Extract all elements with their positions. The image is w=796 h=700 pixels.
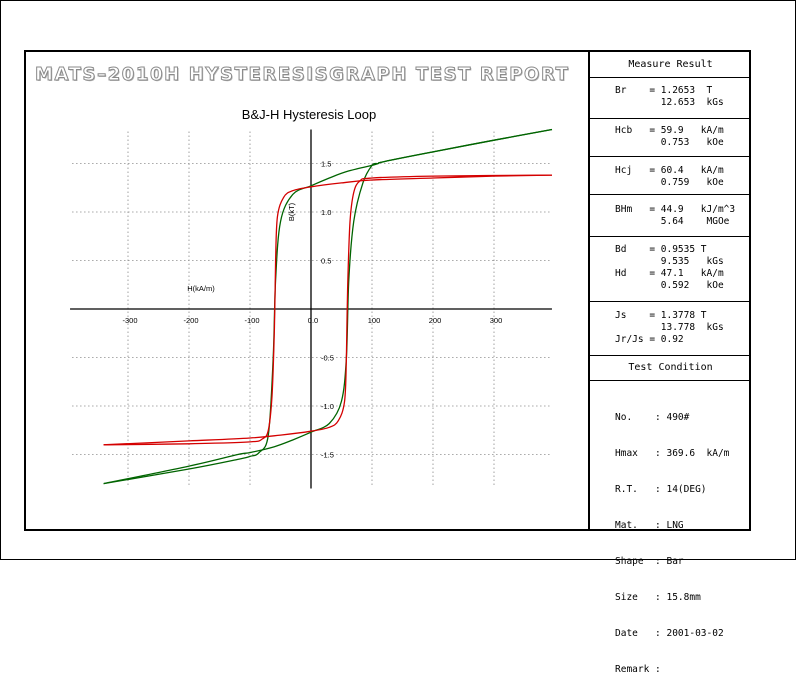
test-condition-header: Test Condition	[628, 362, 713, 373]
y-axis-label: B(kT)	[287, 202, 296, 221]
condition-rt: R.T. : 14(DEG)	[615, 484, 707, 495]
condition-hmax: Hmax : 369.6 kA/m	[615, 448, 730, 459]
report-page: MATS–2010H HYSTERESISGRAPH TEST REPORT B…	[0, 0, 796, 675]
panel-divider-line	[589, 380, 751, 381]
hcb-line-1: Hcb = 59.9 kA/m	[615, 125, 724, 136]
condition-no: No. : 490#	[615, 412, 690, 423]
hcj-line-2: 0.759 kOe	[615, 177, 724, 188]
condition-size: Size : 15.8mm	[615, 592, 701, 603]
bhm-line-1: BHm = 44.9 kJ/m^3	[615, 204, 736, 215]
hcj-block: Hcj = 60.4 kA/m 0.759 kOe	[615, 165, 724, 189]
y-tick-label: 1.5	[321, 160, 331, 169]
report-frame	[24, 50, 751, 531]
js-line-2: 13.778 kGs	[615, 322, 724, 333]
x-tick-label: 0.0	[308, 316, 318, 325]
panel-divider-line	[589, 355, 751, 356]
x-tick-label: 100	[368, 316, 381, 325]
js-line-1: Js = 1.3778 T	[615, 310, 707, 321]
br-block: Br = 1.2653 T 12.653 kGs	[615, 85, 724, 109]
x-axis-label: H(kA/m)	[187, 284, 215, 293]
x-tick-label: -100	[244, 316, 259, 325]
hd-line-2: 0.592 kOe	[615, 280, 724, 291]
y-tick-label: -0.5	[321, 354, 334, 363]
panel-divider-line	[589, 156, 751, 157]
tick-labels: -300 -200 -100 0.0 100 200 300 -1.5 -1.0 -0.5 0.5 1…	[122, 160, 502, 460]
hysteresis-chart: B&J-H Hysteresis Loop -300 -200 -100 0.0 100…	[70, 107, 553, 489]
bd-hd-block: Bd = 0.9535 T 9.535 kGs Hd = 47.1 kA/m 0.…	[615, 244, 724, 292]
panel-divider-line	[589, 194, 751, 195]
b-h-curve-branch-1	[103, 128, 553, 485]
jrjs-line: Jr/Js = 0.92	[615, 334, 684, 345]
j-h-curve-branch-2	[103, 174, 553, 446]
hcb-line-2: 0.753 kOe	[615, 137, 724, 148]
js-block: Js = 1.3778 T 13.778 kGs Jr/Js = 0.92	[615, 310, 724, 346]
chart-title: B&J-H Hysteresis Loop	[242, 107, 376, 122]
measure-result-header: Measure Result	[628, 59, 713, 70]
x-tick-label: -300	[122, 316, 137, 325]
curves	[103, 128, 553, 485]
y-tick-label: 0.5	[321, 257, 331, 266]
bhm-block: BHm = 44.9 kJ/m^3 5.64 MGOe	[615, 204, 735, 228]
bd-line-2: 9.535 kGs	[615, 256, 724, 267]
y-tick-label: -1.0	[321, 402, 334, 411]
br-line-1: Br = 1.2653 T	[615, 85, 713, 96]
y-tick-label: 1.0	[321, 208, 331, 217]
y-tick-label: -1.5	[321, 451, 334, 460]
hcb-block: Hcb = 59.9 kA/m 0.753 kOe	[615, 125, 724, 149]
x-tick-label: -200	[183, 316, 198, 325]
panel-divider-line	[589, 77, 751, 78]
condition-remark: Remark :	[615, 664, 661, 675]
panel-divider-line	[589, 301, 751, 302]
condition-date: Date : 2001-03-02	[615, 628, 724, 639]
x-tick-label: 300	[490, 316, 503, 325]
br-line-2: 12.653 kGs	[615, 97, 724, 108]
b-h-curve-branch-2	[103, 128, 553, 485]
hd-line-1: Hd = 47.1 kA/m	[615, 268, 724, 279]
bd-line-1: Bd = 0.9535 T	[615, 244, 707, 255]
report-title: MATS–2010H HYSTERESISGRAPH TEST REPORT	[35, 64, 570, 86]
axes	[70, 129, 552, 489]
condition-mat: Mat. : LNG	[615, 520, 684, 531]
bhm-line-2: 5.64 MGOe	[615, 216, 730, 227]
panel-divider	[588, 51, 590, 530]
condition-shape: Shape : Bar	[615, 556, 684, 567]
panel-divider-line	[589, 118, 751, 119]
hcj-line-1: Hcj = 60.4 kA/m	[615, 165, 724, 176]
panel-divider-line	[589, 236, 751, 237]
j-h-curve-branch-1	[103, 174, 553, 446]
condition-block: No. : 490# Hmax : 369.6 kA/m R.T. : 14(D…	[615, 388, 729, 700]
x-tick-label: 200	[429, 316, 442, 325]
